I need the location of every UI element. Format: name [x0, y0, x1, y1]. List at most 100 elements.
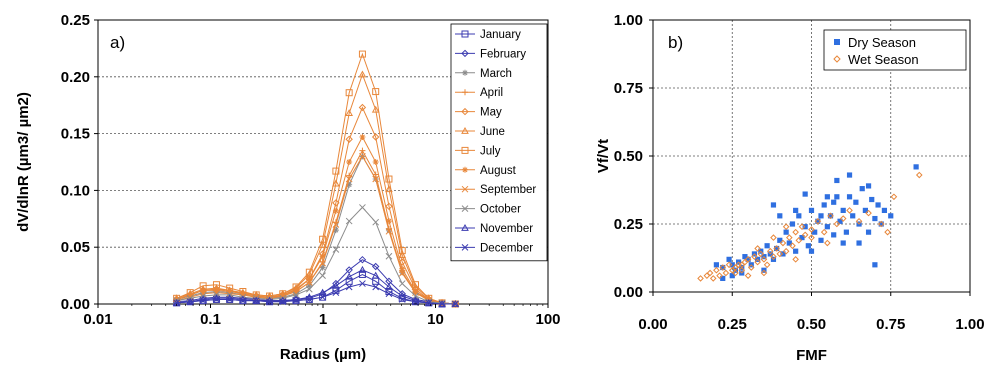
data-point — [332, 286, 340, 294]
data-point — [837, 218, 843, 224]
data-point — [345, 272, 354, 280]
data-point — [385, 218, 392, 225]
data-point — [760, 269, 768, 277]
data-point — [358, 103, 367, 112]
data-point — [345, 135, 353, 143]
panel-a-y-tick-label: 0.15 — [61, 126, 90, 143]
data-point — [878, 221, 884, 227]
series-april — [173, 147, 459, 307]
data-point — [199, 297, 207, 304]
data-point — [856, 240, 862, 246]
data-point — [793, 207, 799, 213]
legend-item-may: May — [455, 107, 502, 119]
data-point — [332, 221, 340, 228]
legend-item-april: April — [455, 87, 503, 99]
data-point — [319, 253, 326, 260]
data-point — [782, 247, 790, 255]
panel-a-legend-box — [450, 23, 548, 262]
data-point — [840, 240, 846, 246]
data-point — [720, 275, 726, 281]
data-point — [292, 291, 300, 299]
data-point — [763, 261, 771, 269]
data-point — [808, 248, 815, 254]
data-point — [199, 294, 207, 303]
legend-swatch-marker — [461, 185, 469, 193]
legend-label: October — [480, 204, 521, 216]
data-point — [332, 281, 340, 289]
data-point — [824, 239, 831, 247]
panel-a-x-tick-label: 1 — [319, 311, 327, 328]
data-point — [359, 147, 366, 154]
panel-b-x-tick-label: 0.50 — [797, 316, 826, 333]
panel-b-y-axis-title: Vf/Vt — [595, 139, 612, 173]
panel-a-x-tick-label: 100 — [535, 311, 560, 328]
data-point — [821, 202, 827, 208]
panel-a-series-group — [172, 50, 460, 308]
data-point — [212, 293, 221, 301]
data-point — [747, 264, 755, 271]
series-october-line — [176, 206, 456, 305]
data-point — [855, 217, 863, 225]
data-point — [332, 279, 340, 288]
data-point — [305, 279, 313, 286]
data-point — [853, 199, 859, 205]
legend-item-july: July — [455, 145, 501, 157]
series-september-line — [176, 155, 456, 305]
data-point — [279, 298, 287, 306]
legend-label: January — [480, 29, 521, 41]
panel-a-y-tick-label: 0.25 — [61, 12, 90, 29]
data-point — [875, 202, 881, 208]
data-point — [293, 286, 300, 293]
series-june-line — [176, 73, 456, 305]
data-point — [843, 229, 849, 235]
data-point — [877, 220, 885, 228]
data-point — [358, 265, 367, 273]
data-point — [345, 217, 353, 225]
legend-label: December — [480, 242, 533, 254]
data-point — [332, 167, 340, 175]
panel-a-y-axis-title: dV/dlnR (µm3/ µm2) — [15, 92, 32, 232]
panel-a-x-tick-label: 0.1 — [200, 311, 221, 328]
data-point — [827, 213, 834, 219]
legend-item-wet-season: Wet Season — [833, 52, 919, 67]
data-point — [884, 228, 891, 236]
series-july — [173, 50, 459, 308]
data-point — [213, 296, 220, 303]
series-december — [173, 280, 459, 308]
panel-b-ticks: 0.00 0.25 0.50 0.75 1.00 0.00 0.25 0.50 0.75 1.00 — [614, 12, 985, 333]
data-point — [358, 270, 366, 278]
data-point — [345, 277, 353, 285]
data-point — [818, 237, 824, 243]
legend-item-november: November — [455, 223, 533, 235]
data-point — [793, 248, 799, 254]
data-point — [865, 209, 872, 217]
series-december-line — [176, 283, 456, 305]
legend-label: June — [480, 126, 505, 138]
data-point — [846, 194, 853, 200]
data-point — [371, 133, 380, 141]
series-february-line — [176, 259, 456, 305]
data-point — [865, 183, 872, 189]
data-point — [738, 266, 746, 274]
data-point — [722, 269, 730, 277]
series-wet-season — [697, 171, 923, 282]
series-november-line — [176, 269, 456, 305]
data-point — [385, 175, 393, 183]
series-august-line — [176, 135, 456, 305]
panel-b-y-tick-label: 1.00 — [614, 12, 643, 29]
panel-a-legend: January February March April May June July Augu… — [450, 23, 548, 262]
data-point — [834, 177, 840, 184]
data-point — [358, 255, 367, 264]
legend-item-december: December — [455, 242, 533, 254]
data-point — [358, 50, 366, 58]
data-point — [720, 264, 726, 271]
data-point — [425, 299, 433, 307]
series-august — [173, 134, 459, 307]
panel-b-y-tick-label: 0.50 — [614, 148, 643, 165]
legend-label: May — [480, 107, 502, 119]
data-point — [764, 243, 770, 249]
data-point — [831, 199, 837, 205]
legend-swatch-marker — [461, 30, 469, 38]
data-point — [346, 159, 353, 165]
data-point — [332, 227, 339, 234]
